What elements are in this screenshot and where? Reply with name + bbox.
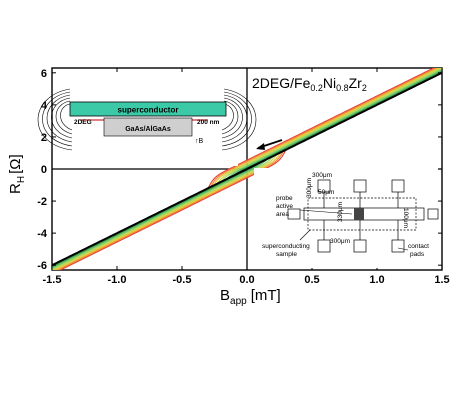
contact-pads-label-2: pads — [410, 251, 425, 258]
y-tick-label: -6 — [37, 260, 47, 272]
probe-active-area — [354, 208, 364, 220]
y-tick-label: 2 — [41, 132, 47, 144]
x-axis-title: Bapp [mT] — [220, 287, 281, 307]
y-axis-ticks: -6 -4 -2 0 2 4 6 — [37, 68, 442, 272]
x-axis-ticks: -1.5 -1.0 -0.5 0.0 0.5 1.0 1.5 — [43, 68, 450, 286]
superconductor-label: superconductor — [118, 106, 179, 115]
inset-cross-section: superconductor 2DEG 200 nm GaAs/AlGaAs ↑… — [37, 78, 257, 166]
hysteresis-curves — [52, 68, 442, 270]
y-tick-label: 4 — [41, 100, 48, 112]
x-tick-label: 1.5 — [434, 274, 449, 286]
material-label: 2DEG/Fe0.2Ni0.8Zr2 — [252, 75, 367, 93]
x-tick-label: 0.0 — [239, 274, 254, 286]
2deg-label: 2DEG — [74, 119, 92, 126]
y-tick-label: 0 — [41, 164, 47, 176]
hysteresis-series-line — [52, 69, 442, 269]
sc-sample-label-1: superconducting — [262, 243, 310, 250]
probe-label-3: area — [276, 211, 289, 218]
substrate-block — [103, 117, 193, 137]
dim-100: 100μm — [402, 208, 409, 228]
hysteresis-series-line — [56, 68, 438, 270]
y-axis-title: RH[Ω] — [7, 154, 27, 194]
sc-sample-label-2: sample — [276, 251, 297, 258]
sweep-arrow-down — [256, 139, 283, 150]
hysteresis-series-line — [58, 68, 436, 270]
x-tick-label: -1.5 — [43, 274, 62, 286]
hysteresis-series-line — [52, 72, 442, 266]
dim-300-vertical: 300μm — [306, 178, 313, 198]
hysteresis-series-line — [52, 68, 442, 270]
y-tick-label: -4 — [37, 228, 48, 240]
contact-pads-label-1: contact — [408, 243, 429, 250]
dim-330: 330μm — [337, 202, 344, 222]
dim-50: 50μm — [318, 189, 334, 196]
x-tick-label: -1.0 — [108, 274, 127, 286]
hysteresis-series-line — [52, 68, 442, 270]
hysteresis-series-line — [52, 70, 442, 268]
x-tick-label: 0.5 — [304, 274, 319, 286]
field-lines — [37, 88, 257, 151]
x-tick-label: -0.5 — [173, 274, 192, 286]
dim-300-top: 300μm — [312, 172, 332, 179]
y-tick-label: 6 — [41, 68, 47, 80]
y-tick-label: -2 — [37, 196, 47, 208]
dim-300-bottom: 300μm — [330, 238, 350, 245]
probe-label-2: active — [276, 203, 293, 210]
inset-device-schematic: 300μm 50μm 300μm 330μm 100μm 300μm probe… — [254, 168, 439, 268]
field-direction-label: ↑B — [195, 138, 204, 145]
x-tick-label: 1.0 — [369, 274, 384, 286]
probe-label-1: probe — [276, 195, 293, 202]
superconductor-layer — [69, 101, 227, 117]
thickness-label: 200 nm — [197, 119, 220, 126]
substrate-label: GaAs/AlGaAs — [125, 126, 171, 133]
hysteresis-series-line — [53, 68, 441, 270]
